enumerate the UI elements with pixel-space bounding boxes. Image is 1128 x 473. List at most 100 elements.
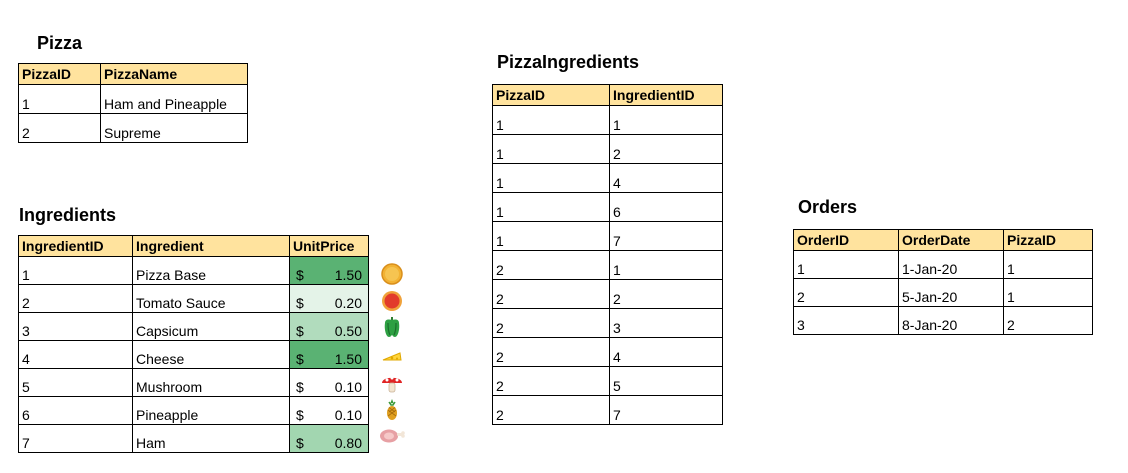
table-row: 1 Ham and Pineapple (18, 84, 248, 114)
table-cell: 4 (609, 163, 723, 193)
table-cell: 2 (1003, 306, 1093, 335)
table-cell: 5-Jan-20 (898, 278, 1004, 307)
table-cell: 2 (609, 279, 723, 309)
table-cell: 1-Jan-20 (898, 250, 1004, 279)
pizza-base-icon (381, 263, 403, 285)
price-cell: $0.10 (289, 368, 369, 397)
table-cell: 3 (18, 312, 133, 341)
table-cell: 5 (609, 366, 723, 396)
table-cell: 7 (609, 395, 723, 425)
table-cell: Ham and Pineapple (100, 84, 248, 114)
table-cell: 2 (492, 250, 610, 280)
column-header: IngredientID (609, 84, 723, 106)
table-row: 6 Pineapple $0.10 (18, 396, 369, 425)
table-row: 7 Ham $0.80 (18, 424, 369, 453)
orders-table: OrderID OrderDate PizzaID 1 1-Jan-20 1 2 5-… (793, 229, 1093, 335)
table-row: 1 Pizza Base $1.50 (18, 256, 369, 285)
table-cell: Ham (132, 424, 290, 453)
column-header: PizzaID (1003, 229, 1093, 251)
mushroom-icon (382, 376, 402, 393)
price-value: 1.50 (334, 267, 362, 283)
price-cell: $0.80 (289, 424, 369, 453)
table-row: 5 Mushroom $0.10 (18, 368, 369, 397)
table-cell: 8-Jan-20 (898, 306, 1004, 335)
table-cell: 6 (609, 192, 723, 222)
table-cell: 3 (609, 308, 723, 338)
price-cell: $1.50 (289, 256, 369, 285)
table-cell: 1 (492, 221, 610, 251)
column-header: UnitPrice (289, 235, 369, 257)
table-cell: 1 (492, 134, 610, 164)
currency-symbol: $ (296, 295, 304, 311)
table-cell: Mushroom (132, 368, 290, 397)
table-cell: 1 (793, 250, 899, 279)
table-cell: 5 (18, 368, 133, 397)
column-header: PizzaID (492, 84, 610, 106)
table-row: 2 Supreme (18, 113, 248, 143)
ingredients-table: IngredientID Ingredient UnitPrice 1 Pizz… (18, 235, 369, 453)
currency-symbol: $ (296, 435, 304, 451)
column-header: PizzaName (100, 63, 248, 85)
table-cell: 1 (609, 250, 723, 280)
currency-symbol: $ (296, 323, 304, 339)
table-cell: 4 (609, 337, 723, 367)
column-header: Ingredient (132, 235, 290, 257)
table-cell: 1 (492, 105, 610, 135)
tomato-sauce-icon (382, 291, 402, 311)
table-cell: 1 (18, 256, 133, 285)
pizza-ingredients-title: PizzaIngredients (497, 52, 640, 72)
capsicum-icon (384, 317, 400, 337)
price-value: 0.80 (334, 435, 362, 451)
column-header: OrderDate (898, 229, 1004, 251)
pizza-table: PizzaID PizzaName 1 Ham and Pineapple 2 … (18, 63, 248, 143)
price-cell: $0.10 (289, 396, 369, 425)
table-cell: 2 (793, 278, 899, 307)
table-cell: 2 (492, 308, 610, 338)
table-cell: Supreme (100, 113, 248, 143)
table-row: 3 8-Jan-20 2 (793, 306, 1093, 335)
table-cell: Tomato Sauce (132, 284, 290, 313)
table-row: 4 Cheese $1.50 (18, 340, 369, 369)
orders-title: Orders (798, 197, 858, 217)
currency-symbol: $ (296, 267, 304, 283)
table-row: 3 Capsicum $0.50 (18, 312, 369, 341)
table-cell: 1 (1003, 250, 1093, 279)
ham-icon (380, 429, 405, 443)
table-cell: Capsicum (132, 312, 290, 341)
price-value: 1.50 (334, 351, 362, 367)
pizza-title: Pizza (37, 33, 83, 53)
cheese-icon (382, 352, 402, 361)
pineapple-icon (387, 399, 397, 420)
table-cell: 1 (492, 192, 610, 222)
table-cell: 1 (609, 105, 723, 135)
table-cell: 7 (18, 424, 133, 453)
table-cell: 1 (1003, 278, 1093, 307)
currency-symbol: $ (296, 351, 304, 367)
currency-symbol: $ (296, 407, 304, 423)
table-cell: 1 (18, 84, 101, 114)
table-cell: 7 (609, 221, 723, 251)
table-row: 2 Tomato Sauce $0.20 (18, 284, 369, 313)
table-cell: 2 (18, 113, 101, 143)
ingredients-title: Ingredients (19, 205, 117, 225)
table-cell: 2 (18, 284, 133, 313)
column-header: IngredientID (18, 235, 133, 257)
table-cell: Pineapple (132, 396, 290, 425)
table-cell: 3 (793, 306, 899, 335)
table-cell: Cheese (132, 340, 290, 369)
column-header: OrderID (793, 229, 899, 251)
table-row: 1 1-Jan-20 1 (793, 250, 1093, 279)
price-cell: $1.50 (289, 340, 369, 369)
table-cell: 4 (18, 340, 133, 369)
